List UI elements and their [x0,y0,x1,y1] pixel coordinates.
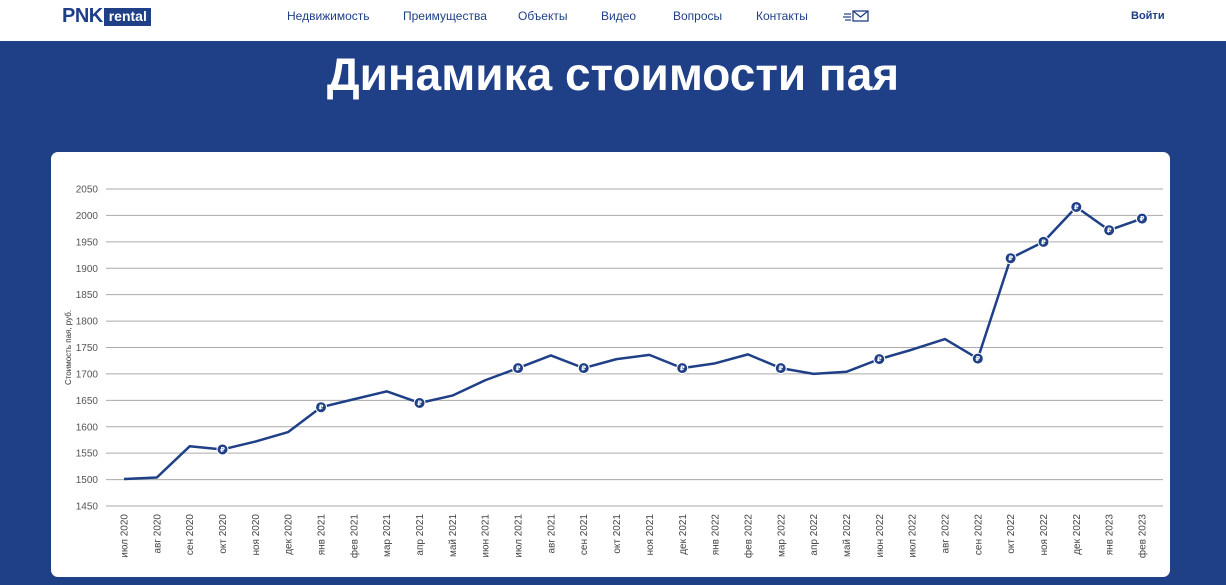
x-tick-label: сен 2022 [973,514,984,556]
data-point [1103,224,1116,237]
data-point-label: ₽ [877,356,882,364]
x-tick-label: ноя 2020 [251,514,262,556]
y-tick-label: 1650 [76,396,99,407]
data-point-label: ₽ [581,365,586,373]
data-point-label: ₽ [417,399,422,407]
x-tick-label: мар 2022 [776,514,787,557]
data-point [577,362,590,375]
site-header: PNK rental Недвижимость Преимущества Объ… [0,0,1226,41]
y-tick-label: 1950 [76,237,99,248]
x-tick-label: июл 2020 [120,514,131,558]
data-point [216,443,229,456]
nav-item-advantages[interactable]: Преимущества [403,9,487,23]
data-point-label: ₽ [680,365,685,373]
data-point [774,362,787,375]
x-tick-label: дек 2022 [1072,514,1083,555]
logo[interactable]: PNK rental [62,6,151,27]
x-tick-label: авг 2021 [546,514,557,554]
x-tick-label: апр 2021 [415,514,426,556]
data-point [676,362,689,375]
page-title: Динамика стоимости пая [326,48,900,100]
x-tick-label: сен 2020 [185,514,196,556]
data-point [873,353,886,366]
y-tick-label: 1450 [76,502,99,513]
chart-card: 1450 1500 1550 1600 1650 1700 1750 1800 1850 1900… [51,152,1170,577]
y-tick-label: 1850 [76,290,99,301]
login-link[interactable]: Войти [1131,10,1165,22]
data-point [413,396,426,409]
x-tick-label: июн 2021 [481,514,492,558]
x-tick-label: фев 2022 [742,514,754,559]
x-tick-label: окт 2020 [218,514,229,554]
data-point [1136,212,1148,225]
x-tick-label: авг 2022 [940,514,951,554]
x-tick-label: май 2022 [842,514,853,557]
x-tick-label: июн 2022 [875,514,886,558]
data-point-label: ₽ [1008,255,1013,263]
data-point [512,362,525,375]
y-tick-label: 1750 [76,343,99,354]
y-tick-label: 1550 [76,449,99,460]
series-line [123,205,1143,481]
y-tick-label: 2050 [76,185,99,196]
x-tick-label: май 2021 [448,514,459,557]
x-tick-label: ноя 2021 [645,514,656,556]
y-tick-label: 2000 [76,211,99,222]
nav-item-video[interactable]: Видео [601,9,637,23]
x-tick-label: авг 2020 [152,514,163,554]
x-tick-label: апр 2022 [809,514,820,556]
price-chart: 1450 1500 1550 1600 1650 1700 1750 1800 1850 1900… [64,185,1163,559]
logo-brand: PNK [62,5,103,27]
nav-item-real-estate[interactable]: Недвижимость [287,9,370,23]
x-tick-label: янв 2022 [711,514,722,556]
y-tick-label: 1800 [76,317,99,328]
x-tick-label: мар 2021 [382,514,393,557]
data-point-label: ₽ [516,365,521,373]
data-point-label: ₽ [975,355,980,363]
data-point-label: ₽ [1107,227,1112,235]
x-tick-label: июл 2022 [908,514,919,558]
data-point-label: ₽ [1041,238,1046,246]
data-point-label: ₽ [319,404,324,412]
y-axis-label: Стоимость пая, руб. [64,310,73,385]
y-tick-label: 1500 [76,475,99,486]
data-point [1070,200,1083,213]
data-point-label: ₽ [1074,203,1079,211]
data-point [971,352,984,365]
nav-item-objects[interactable]: Объекты [518,9,568,23]
x-tick-label: дек 2020 [284,514,295,555]
x-tick-label: сен 2021 [579,514,590,556]
x-tick-label: фев 2023 [1137,514,1149,559]
data-point-label: ₽ [778,365,783,373]
x-tick-label: дек 2021 [678,514,689,555]
y-tick-label: 1900 [76,264,99,275]
nav-item-questions[interactable]: Вопросы [673,9,723,23]
x-tick-label: янв 2023 [1105,514,1116,556]
x-tick-label: окт 2022 [1006,514,1017,554]
x-tick-label: июл 2021 [514,514,525,558]
logo-suffix: rental [103,7,151,26]
y-tick-label: 1700 [76,369,99,380]
x-tick-label: окт 2021 [612,514,623,554]
y-tick-label: 1600 [76,422,99,433]
x-tick-label: фев 2021 [348,514,360,559]
data-point [1004,252,1017,265]
x-tick-label: ноя 2022 [1039,514,1050,556]
data-point [1037,235,1050,248]
nav-item-contacts[interactable]: Контакты [756,9,808,23]
data-point-label: ₽ [1140,215,1145,223]
data-point [315,401,328,414]
data-point-label: ₽ [220,446,225,454]
mail-icon[interactable] [843,10,870,22]
x-tick-label: янв 2021 [317,514,328,556]
main-nav: Недвижимость Преимущества Объекты Видео … [0,9,1226,25]
